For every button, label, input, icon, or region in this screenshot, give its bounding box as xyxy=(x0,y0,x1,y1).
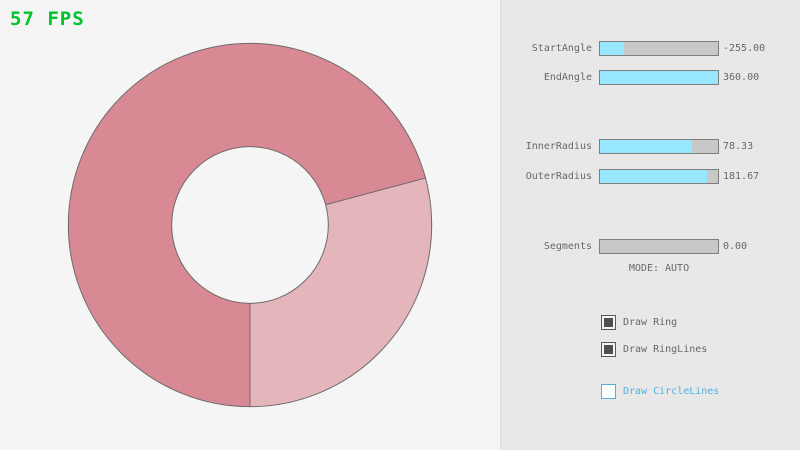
slider-fill-outerradius xyxy=(600,170,708,183)
render-canvas: 57 FPS xyxy=(10,8,433,408)
slider-label-outerradius: OuterRadius xyxy=(525,171,592,182)
checkbox-box-draw-ringlines[interactable] xyxy=(601,342,616,357)
slider-segments[interactable] xyxy=(599,239,719,254)
controls-panel: StartAngle -255.00 EndAngle 360.00 Inner… xyxy=(500,0,800,450)
slider-label-startangle: StartAngle xyxy=(531,43,592,54)
ring-radial-line-start xyxy=(325,177,426,206)
slider-row-innerradius: InnerRadius 78.33 xyxy=(501,139,800,154)
slider-startangle[interactable] xyxy=(599,41,719,56)
checkbox-box-draw-ring[interactable] xyxy=(601,315,616,330)
slider-row-endangle: EndAngle 360.00 xyxy=(501,70,800,85)
slider-value-startangle: -255.00 xyxy=(723,43,766,54)
segments-mode-label: MODE: AUTO xyxy=(628,263,690,274)
slider-value-outerradius: 181.67 xyxy=(723,171,760,182)
checkbox-box-draw-circlelines[interactable] xyxy=(601,384,616,399)
slider-innerradius[interactable] xyxy=(599,139,719,154)
checkbox-label-draw-ring: Draw Ring xyxy=(623,317,678,328)
slider-row-startangle: StartAngle -255.00 xyxy=(501,41,800,56)
checkbox-label-draw-circlelines: Draw CircleLines xyxy=(623,386,720,397)
ring-inner-line xyxy=(171,146,329,304)
slider-outerradius[interactable] xyxy=(599,169,719,184)
ring-light-sector xyxy=(250,177,432,407)
slider-fill-endangle xyxy=(600,71,718,84)
slider-label-segments: Segments xyxy=(543,241,592,252)
ring-chart-svg xyxy=(67,42,433,408)
slider-label-endangle: EndAngle xyxy=(543,72,592,83)
fps-counter: 57 FPS xyxy=(10,8,85,30)
slider-row-outerradius: OuterRadius 181.67 xyxy=(501,169,800,184)
slider-value-innerradius: 78.33 xyxy=(723,141,754,152)
slider-label-innerradius: InnerRadius xyxy=(525,141,592,152)
checkbox-label-draw-ringlines: Draw RingLines xyxy=(623,344,708,355)
slider-fill-startangle xyxy=(600,42,624,55)
slider-value-segments: 0.00 xyxy=(723,241,748,252)
slider-fill-innerradius xyxy=(600,140,693,153)
slider-endangle[interactable] xyxy=(599,70,719,85)
slider-row-segments: Segments 0.00 xyxy=(501,239,800,254)
slider-value-endangle: 360.00 xyxy=(723,72,760,83)
